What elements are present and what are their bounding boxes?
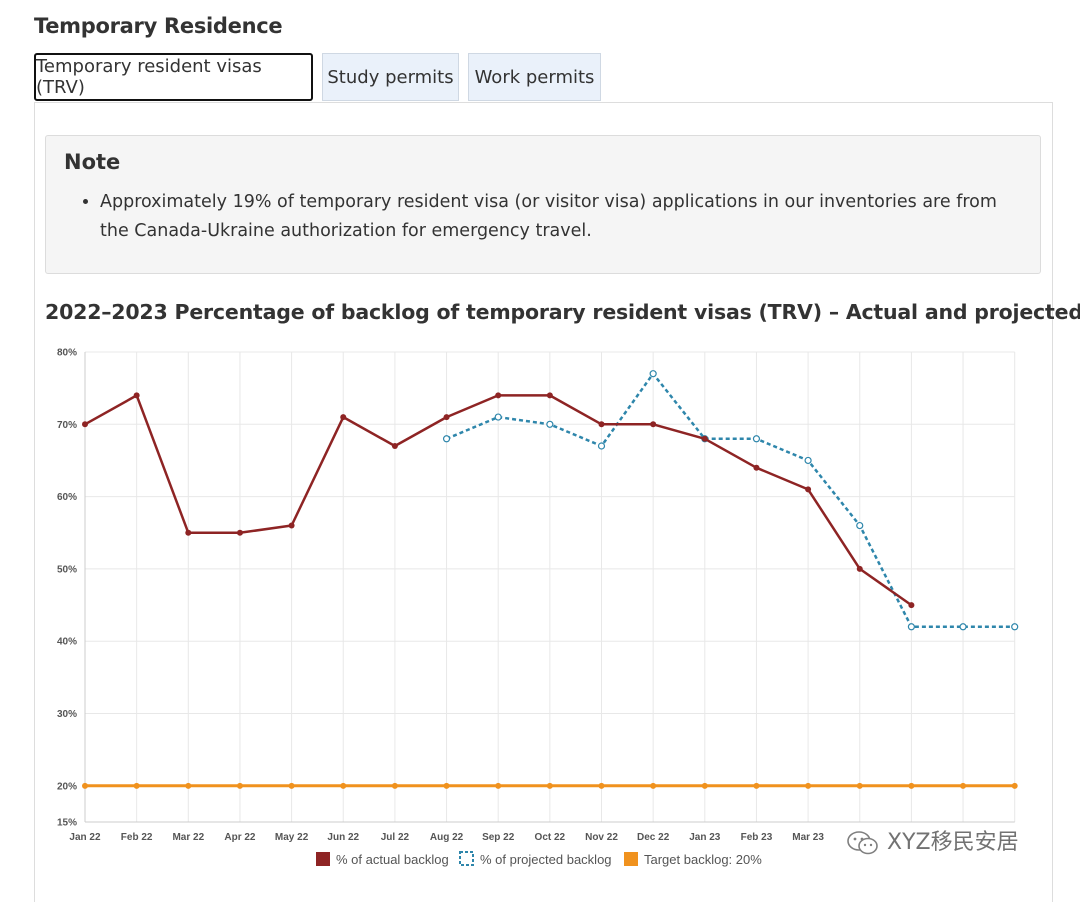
legend-label: % of projected backlog <box>480 852 612 867</box>
data-point <box>907 623 916 631</box>
data-point <box>443 414 450 421</box>
legend-label: Target backlog: 20% <box>644 852 762 867</box>
data-point <box>649 370 657 378</box>
data-point <box>185 529 192 536</box>
data-point <box>340 782 347 789</box>
data-point <box>236 782 243 789</box>
x-tick-label: Dec 22 <box>637 832 670 843</box>
data-point <box>753 464 760 471</box>
x-tick-label: Aug 22 <box>430 832 464 843</box>
x-tick-label: Apr 22 <box>224 832 256 843</box>
data-point <box>82 421 88 428</box>
x-tick-label: Oct 22 <box>535 832 566 843</box>
data-point <box>185 782 192 789</box>
data-point <box>598 782 605 789</box>
legend-swatch <box>624 852 638 866</box>
note-list: Approximately 19% of temporary resident … <box>80 188 1020 246</box>
data-point <box>495 782 502 789</box>
note-item: Approximately 19% of temporary resident … <box>100 188 1020 246</box>
data-point <box>1011 782 1018 789</box>
data-point <box>960 782 967 789</box>
x-tick-label: Nov 22 <box>585 832 618 843</box>
note-box: Note Approximately 19% of temporary resi… <box>45 135 1041 274</box>
data-point <box>391 443 398 449</box>
y-tick-label: 50% <box>57 564 77 575</box>
watermark: XYZ移民安居 <box>846 824 1019 856</box>
data-point <box>288 782 295 789</box>
y-tick-label: 40% <box>57 637 77 648</box>
data-point <box>650 421 657 428</box>
data-point <box>598 421 605 428</box>
x-tick-label: Feb 22 <box>121 832 153 843</box>
x-tick-label: Mar 22 <box>172 832 204 843</box>
note-title: Note <box>64 150 121 174</box>
data-point <box>753 782 760 789</box>
data-point <box>133 392 140 399</box>
legend-label: % of actual backlog <box>336 852 449 867</box>
x-tick-label: Jun 22 <box>327 832 359 843</box>
x-tick-label: Feb 23 <box>741 832 773 843</box>
y-tick-label: 15% <box>57 818 77 829</box>
chart-title: 2022–2023 Percentage of backlog of tempo… <box>45 300 1080 324</box>
section-title: Temporary Residence <box>34 14 283 38</box>
data-point <box>804 456 812 465</box>
legend-swatch <box>316 852 330 866</box>
data-point <box>752 435 761 443</box>
data-point <box>391 782 398 789</box>
data-point <box>856 565 863 572</box>
data-point <box>495 392 502 399</box>
x-tick-label: Sep 22 <box>482 832 515 843</box>
data-point <box>133 782 140 789</box>
data-point <box>236 529 243 536</box>
y-tick-label: 30% <box>57 709 77 720</box>
data-point <box>805 486 812 493</box>
data-point <box>494 413 502 421</box>
x-tick-label: Jul 22 <box>381 832 410 843</box>
data-point <box>701 782 708 789</box>
data-point <box>442 435 451 443</box>
data-point <box>546 420 554 428</box>
y-tick-label: 70% <box>57 420 77 431</box>
legend-swatch <box>459 851 474 866</box>
x-tick-label: May 22 <box>275 832 309 843</box>
x-tick-label: Mar 23 <box>792 832 824 843</box>
data-point <box>856 521 864 530</box>
tab-work-permits[interactable]: Work permits <box>468 53 601 101</box>
backlog-line-chart: 15% 20% 30% 40% 50% 60% 70% 80% Jan 22 Feb 22 Mar … <box>57 348 1019 867</box>
data-point <box>340 414 347 421</box>
tab-trv[interactable]: Temporary resident visas (TRV) <box>34 53 313 101</box>
wechat-icon <box>847 831 878 855</box>
data-point <box>443 782 450 789</box>
data-point <box>959 623 967 631</box>
data-point <box>650 782 657 789</box>
y-tick-label: 80% <box>57 348 77 359</box>
data-point <box>856 782 863 789</box>
data-point <box>805 782 812 789</box>
data-point <box>1011 623 1019 631</box>
x-tick-label: Jan 22 <box>69 832 101 843</box>
x-tick-label: Jan 23 <box>689 832 721 843</box>
tab-study-permits[interactable]: Study permits <box>322 53 459 101</box>
y-tick-label: 60% <box>57 492 77 503</box>
data-point <box>82 782 88 789</box>
data-point <box>597 442 606 450</box>
data-point <box>908 782 915 789</box>
data-point <box>701 435 708 442</box>
data-point <box>546 782 553 789</box>
series-line-1 <box>446 372 1015 629</box>
data-point <box>546 392 553 399</box>
y-tick-label: 20% <box>57 781 77 792</box>
data-point <box>288 522 295 529</box>
watermark-text: XYZ移民安居 <box>887 830 1019 855</box>
data-point <box>908 602 915 609</box>
